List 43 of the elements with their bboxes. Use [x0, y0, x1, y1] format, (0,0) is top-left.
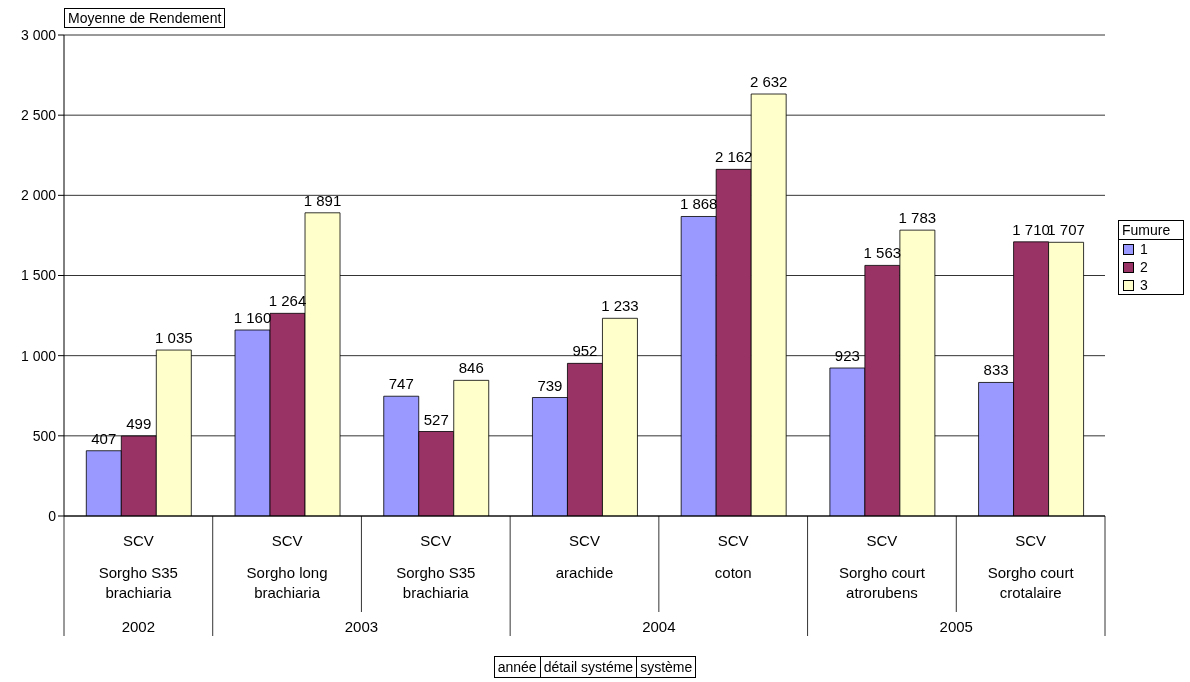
y-axis-title: Moyenne de Rendement — [64, 8, 226, 28]
text: année — [496, 658, 538, 677]
text: 2004 — [642, 618, 676, 635]
legend-title: Fumure — [1119, 221, 1183, 240]
data-label: 952 — [572, 342, 598, 360]
y-tick-label: 2 500 — [20, 107, 57, 124]
y-tick-label: 500 — [32, 427, 57, 444]
data-label: 407 — [91, 429, 117, 447]
y-tick-label: 2 000 — [20, 187, 57, 204]
legend-label: 3 — [1140, 277, 1148, 293]
x-tick-label: SCV coton — [714, 532, 752, 581]
data-label: 1 233 — [601, 297, 639, 315]
data-label: 1 264 — [268, 292, 307, 310]
x-tick-label: SCV Sorgho court atrorubens — [838, 532, 926, 601]
x-tick-label: SCV Sorgho S35 brachiaria — [98, 532, 178, 601]
legend-label: 1 — [1140, 241, 1148, 257]
x-tick-label: SCV arachide — [555, 532, 614, 581]
data-label: 1 707 — [1047, 221, 1085, 239]
x-tick-label: SCV Sorgho S35 brachiaria — [396, 532, 476, 601]
data-label: 527 — [423, 410, 449, 428]
text: 2002 — [121, 618, 156, 635]
y-tick-label: 3 000 — [20, 26, 57, 43]
text: 2003 — [344, 618, 379, 635]
data-label: 2 632 — [749, 73, 788, 90]
data-label: 739 — [537, 376, 563, 394]
data-label: 747 — [388, 375, 414, 393]
data-label: 1 563 — [863, 244, 902, 262]
x-tick-label: SCV Sorgho long brachiaria — [246, 532, 328, 601]
data-label: 499 — [126, 414, 152, 432]
y-tick-label: 1 500 — [20, 267, 57, 284]
y-tick-label: 0 — [48, 507, 57, 524]
data-label: 1 891 — [303, 191, 342, 209]
data-label: 833 — [983, 361, 1009, 379]
data-label: 846 — [458, 359, 484, 377]
text: 2005 — [939, 618, 973, 635]
data-label: 1 783 — [898, 209, 937, 227]
text: détail systéme — [539, 657, 637, 677]
y-tick-label: 1 000 — [20, 347, 57, 364]
text: système — [636, 657, 696, 677]
data-label: 1 035 — [155, 329, 193, 347]
x-tick-label: SCV Sorgho court crotalaire — [987, 532, 1075, 601]
data-label: 1 710 — [1012, 220, 1050, 238]
legend-label: 2 — [1140, 259, 1148, 275]
